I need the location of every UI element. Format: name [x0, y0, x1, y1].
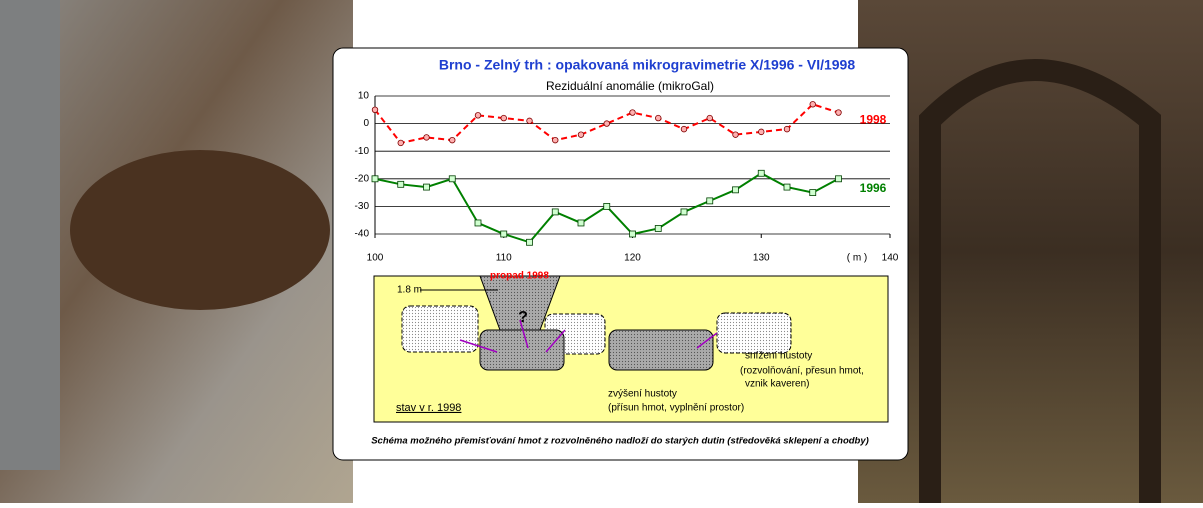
- state-label: stav v r. 1998: [396, 402, 461, 414]
- x-tick-label: 140: [882, 253, 899, 264]
- question-mark: ?: [518, 309, 528, 326]
- y-tick-label: -10: [355, 146, 370, 157]
- point: [629, 230, 636, 238]
- point: [551, 208, 559, 216]
- point: [758, 128, 765, 136]
- x-tick-label: 120: [624, 253, 641, 264]
- point: [577, 219, 585, 227]
- point: [526, 238, 533, 246]
- x-tick-label: 130: [753, 253, 770, 264]
- point: [423, 134, 430, 141]
- point: [371, 175, 379, 183]
- point: [474, 112, 482, 119]
- point: [783, 183, 791, 191]
- loose-zone: [401, 305, 479, 353]
- depth-label: 1.8 m: [397, 285, 422, 296]
- point: [732, 186, 739, 194]
- point: [629, 109, 636, 116]
- dense-zone: [479, 329, 565, 371]
- y-tick-label: -40: [355, 229, 370, 240]
- x-tick-label: 110: [496, 253, 512, 264]
- point: [809, 189, 817, 197]
- y-tick-label: -30: [355, 201, 370, 212]
- point: [423, 183, 430, 191]
- chart-subtitle: Reziduální anomálie (mikroGal): [546, 79, 714, 93]
- sinkhole-label: propad 1998: [490, 271, 549, 282]
- decrease-label: (rozvolňování, přesun hmot,: [740, 366, 864, 377]
- photo-arch: [919, 59, 1161, 503]
- loose-zone: [716, 312, 792, 354]
- point: [500, 230, 508, 238]
- point: [577, 131, 585, 138]
- point: [526, 117, 533, 125]
- point: [757, 169, 765, 177]
- point: [809, 101, 816, 108]
- increase-label: zvýšení hustoty: [608, 389, 677, 400]
- decrease-label: vznik kaveren): [745, 379, 809, 390]
- point: [397, 180, 405, 188]
- point: [835, 175, 842, 183]
- x-tick-label: 100: [367, 253, 384, 264]
- point: [783, 125, 791, 133]
- y-tick-label: 0: [363, 118, 369, 129]
- point: [654, 225, 662, 232]
- point: [732, 131, 739, 138]
- point: [680, 125, 688, 133]
- chart-title: Brno - Zelný trh : opakovaná mikrogravim…: [439, 57, 855, 73]
- point: [603, 202, 611, 210]
- increase-label: (přísun hmot, vyplnění prostor): [608, 403, 744, 414]
- series-label: 1998: [860, 113, 887, 127]
- point: [835, 109, 842, 116]
- point: [680, 208, 688, 216]
- point: [449, 136, 456, 144]
- point: [474, 219, 482, 227]
- point: [603, 120, 610, 127]
- point: [655, 114, 662, 122]
- point: [371, 106, 379, 113]
- point: [500, 114, 507, 122]
- x-axis-label: ( m ): [847, 253, 868, 264]
- caption: Schéma možného přemisťování hmot z rozvo…: [371, 436, 869, 447]
- photo-wall: [0, 0, 60, 470]
- photo-hole: [70, 150, 330, 310]
- point: [448, 175, 456, 183]
- point: [397, 139, 404, 147]
- arrows: [459, 319, 718, 353]
- series-label: 1996: [860, 181, 887, 195]
- point: [706, 114, 713, 122]
- y-tick-label: -20: [355, 173, 370, 184]
- point: [706, 197, 714, 205]
- y-tick-label: 10: [358, 91, 370, 102]
- point: [552, 136, 559, 144]
- dense-zone: [608, 329, 714, 371]
- decrease-label: snížení hustoty: [745, 351, 812, 362]
